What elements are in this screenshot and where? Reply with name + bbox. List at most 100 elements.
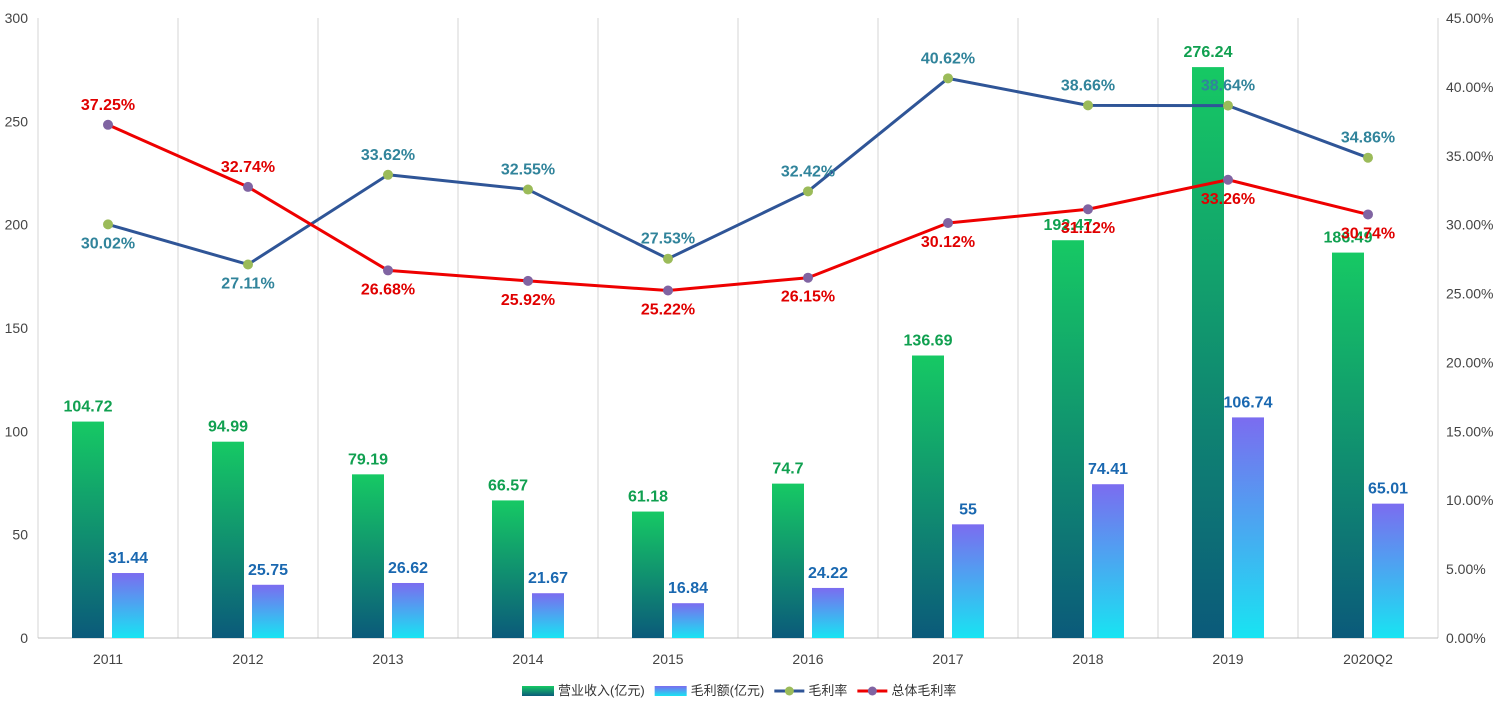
- gross-profit-data-label: 25.75: [248, 562, 288, 579]
- overall-gross-margin-point: [103, 119, 113, 130]
- gross-margin-point: [103, 219, 113, 230]
- overall-gross-margin-data-label: 25.92%: [501, 292, 555, 309]
- revenue-data-label: 104.72: [64, 399, 113, 416]
- y2-tick-label: 40.00%: [1446, 79, 1493, 95]
- grid-lines: [37, 18, 1439, 639]
- overall-gross-margin-point: [1363, 209, 1373, 220]
- gross-profit-bar: [1372, 503, 1404, 638]
- legend-revenue-swatch: [522, 686, 554, 696]
- revenue-data-label: 79.19: [348, 451, 388, 468]
- y-axis-left: 0 50 100 150 200 250 300: [5, 10, 29, 646]
- revenue-bar: [1332, 252, 1364, 638]
- y-tick-label: 0: [20, 630, 28, 646]
- overall-gross-margin-data-label: 26.68%: [361, 281, 415, 298]
- gross-margin-point: [663, 253, 673, 264]
- revenue-bar: [72, 421, 104, 638]
- legend-gross-profit-swatch: [654, 686, 687, 696]
- gross-profit-bar: [112, 573, 144, 638]
- overall-gross-margin-data-label: 33.26%: [1201, 191, 1255, 208]
- gross-margin-point: [803, 186, 813, 197]
- y2-tick-label: 10.00%: [1446, 492, 1493, 508]
- overall-gross-margin-point: [523, 275, 533, 286]
- gross-profit-data-label: 65.01: [1368, 481, 1408, 498]
- gross-profit-data-label: 106.74: [1224, 394, 1273, 411]
- legend-overall-gross-margin-label: 总体毛利率: [891, 683, 956, 698]
- revenue-bar: [1052, 240, 1084, 638]
- overall-gross-margin-point: [383, 265, 393, 276]
- revenue-bar: [492, 500, 524, 638]
- revenue-data-label: 186.49: [1324, 230, 1373, 247]
- revenue-bar: [912, 355, 944, 638]
- overall-gross-margin-data-label: 30.12%: [921, 234, 975, 251]
- gross-margin-point: [523, 184, 533, 195]
- y-tick-label: 50: [12, 527, 28, 543]
- gross-profit-bar: [812, 587, 844, 638]
- gross-margin-data-label: 40.62%: [921, 50, 975, 67]
- legend-gross-margin-label: 毛利率: [808, 683, 847, 698]
- gross-profit-data-label: 24.22: [808, 565, 848, 582]
- revenue-data-label: 61.18: [628, 489, 668, 506]
- gross-margin-point: [1223, 100, 1233, 111]
- gross-margin-data-label: 32.55%: [501, 162, 555, 179]
- overall-gross-margin-data-label: 30.74%: [1341, 225, 1395, 242]
- gross-margin-point: [1083, 100, 1093, 111]
- overall-gross-margin-data-label: 37.25%: [81, 97, 135, 114]
- x-tick-label: 2013: [372, 651, 403, 667]
- y2-tick-label: 5.00%: [1446, 561, 1486, 577]
- revenue-bar: [212, 441, 244, 638]
- gross-profit-bar: [1092, 484, 1124, 638]
- revenue-bar: [352, 474, 384, 638]
- y-tick-label: 200: [5, 217, 29, 233]
- legend-gross-margin-marker: [784, 686, 794, 696]
- gross-profit-bar: [952, 524, 984, 638]
- revenue-bar: [632, 511, 664, 638]
- overall-gross-margin-point: [1223, 174, 1233, 185]
- legend-revenue-label: 营业收入(亿元): [558, 683, 645, 698]
- x-tick-label: 2015: [652, 651, 683, 667]
- x-tick-label: 2012: [232, 651, 263, 667]
- x-tick-label: 2020Q2: [1343, 651, 1393, 667]
- gross-margin-data-label: 34.86%: [1341, 130, 1395, 147]
- y-tick-label: 250: [5, 113, 29, 129]
- y2-tick-label: 35.00%: [1446, 148, 1493, 164]
- revenue-data-label: 94.99: [208, 419, 248, 436]
- x-tick-label: 2011: [93, 651, 123, 667]
- revenue-data-label: 66.57: [488, 477, 528, 494]
- revenue-data-label: 136.69: [904, 333, 953, 350]
- x-tick-label: 2014: [512, 651, 543, 667]
- gross-profit-data-label: 21.67: [528, 570, 568, 587]
- overall-gross-margin-point: [243, 181, 253, 192]
- gross-profit-data-label: 31.44: [108, 550, 148, 567]
- legend-gross-profit-label: 毛利额(亿元): [691, 683, 765, 698]
- overall-gross-margin-data-label: 32.74%: [221, 159, 275, 176]
- y-tick-label: 150: [5, 320, 29, 336]
- x-tick-label: 2019: [1212, 651, 1243, 667]
- gross-profit-bar: [532, 593, 564, 638]
- gross-margin-data-label: 32.42%: [781, 163, 835, 180]
- gross-margin-data-label: 27.11%: [221, 275, 274, 292]
- gross-margin-point: [1363, 152, 1373, 163]
- gross-profit-data-label: 16.84: [668, 580, 708, 597]
- x-tick-label: 2018: [1072, 651, 1103, 667]
- overall-gross-margin-data-label: 26.15%: [781, 289, 835, 306]
- gross-margin-point: [243, 259, 253, 270]
- gross-profit-data-label: 26.62: [388, 560, 428, 577]
- legend: 营业收入(亿元) 毛利额(亿元) 毛利率 总体毛利率: [522, 683, 956, 698]
- overall-gross-margin-data-label: 31.12%: [1061, 220, 1115, 237]
- gross-margin-data-label: 38.66%: [1061, 77, 1115, 94]
- gross-profit-data-label: 55: [959, 501, 977, 518]
- revenue-data-label: 74.7: [772, 461, 803, 478]
- y2-tick-label: 20.00%: [1446, 354, 1493, 370]
- gross-profit-bar: [252, 584, 284, 638]
- gross-profit-bar: [1232, 417, 1264, 638]
- gross-profit-bar: [672, 603, 704, 638]
- gross-margin-point: [943, 73, 953, 84]
- gross-margin-data-label: 30.02%: [81, 235, 135, 252]
- gross-margin-data-label: 38.64%: [1201, 78, 1255, 95]
- x-axis: 2011 2012 2013 2014 2015 2016 2017 2018 2019 2020…: [93, 651, 1393, 667]
- gross-margin-point: [383, 169, 393, 180]
- overall-gross-margin-point: [1083, 204, 1093, 215]
- revenue-bar: [1192, 67, 1224, 638]
- line-series: [103, 73, 1373, 296]
